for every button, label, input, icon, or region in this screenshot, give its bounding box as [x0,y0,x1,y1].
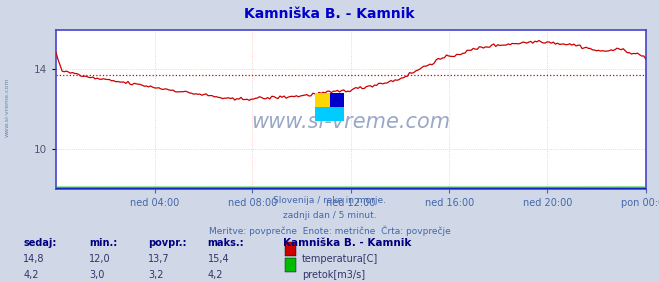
Text: maks.:: maks.: [208,238,244,248]
Text: 13,7: 13,7 [148,254,170,264]
Text: 15,4: 15,4 [208,254,229,264]
Text: 4,2: 4,2 [208,270,223,280]
Bar [315,107,330,121]
Text: min.:: min.: [89,238,117,248]
Text: povpr.:: povpr.: [148,238,186,248]
Text: temperatura[C]: temperatura[C] [302,254,378,264]
Text: www.si-vreme.com: www.si-vreme.com [251,112,451,132]
Text: 3,0: 3,0 [89,270,104,280]
Bar [315,93,330,107]
Text: 3,2: 3,2 [148,270,164,280]
Text: 4,2: 4,2 [23,270,39,280]
Text: pretok[m3/s]: pretok[m3/s] [302,270,365,280]
Text: Kamniška B. - Kamnik: Kamniška B. - Kamnik [244,7,415,21]
Text: Slovenija / reke in morje.: Slovenija / reke in morje. [273,196,386,205]
Text: www.si-vreme.com: www.si-vreme.com [5,78,10,137]
Text: Kamniška B. - Kamnik: Kamniška B. - Kamnik [283,238,412,248]
Text: 14,8: 14,8 [23,254,45,264]
Text: Meritve: povprečne  Enote: metrične  Črta: povprečje: Meritve: povprečne Enote: metrične Črta:… [209,225,450,236]
Text: 12,0: 12,0 [89,254,111,264]
Bar [330,107,344,121]
Bar [330,93,344,107]
Text: sedaj:: sedaj: [23,238,57,248]
Text: zadnji dan / 5 minut.: zadnji dan / 5 minut. [283,211,376,220]
